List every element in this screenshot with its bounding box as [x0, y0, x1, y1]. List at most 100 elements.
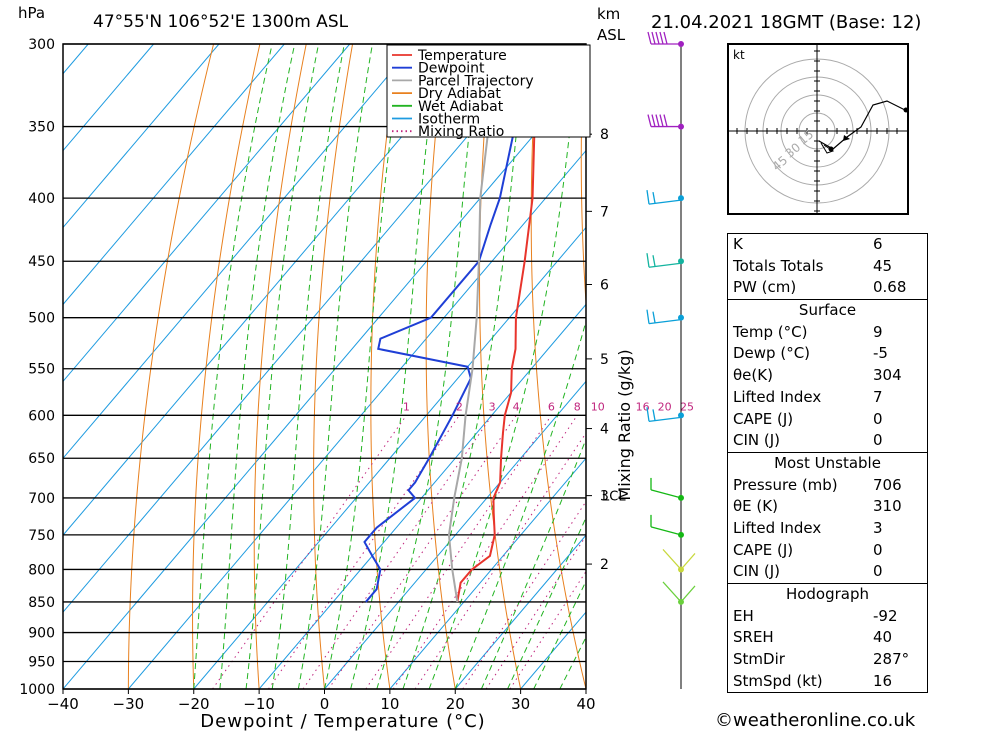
- legend-label: Wet Adiabat: [418, 99, 504, 115]
- dry-adiabat: [479, 44, 522, 689]
- table-row: θE (K) 310: [728, 496, 927, 518]
- mixing-ratio-label: 10: [591, 400, 605, 413]
- isotherm: [63, 72, 586, 689]
- mixing-ratio-label: 4: [513, 400, 520, 413]
- wind-barbs: [646, 31, 696, 689]
- table-value: 7: [873, 387, 883, 406]
- most-unstable-section: Most Unstable Pressure (mb) 706 θE (K) 310 L…: [728, 451, 927, 583]
- indices-table: K 6 Totals Totals 45 PW (cm) 0.68 Surface Tem…: [727, 233, 928, 694]
- pressure-tick-label: 850: [28, 595, 55, 611]
- km-tick-label: 7: [600, 204, 609, 220]
- table-key: K: [733, 235, 743, 253]
- mixing-ratio-axis-label: Mixing Ratio (g/kg): [615, 349, 634, 500]
- wet-adiabat: [533, 580, 586, 689]
- wind-barb-dot: [678, 412, 684, 419]
- wind-barb-flag: [652, 192, 656, 204]
- table-key: CAPE (J): [733, 540, 794, 559]
- location-title: 47°55'N 106°52'E 1300m ASL: [93, 12, 349, 32]
- km-tick-label: 4: [600, 422, 609, 438]
- mixing-ratio-label: 16: [636, 400, 650, 413]
- hodograph-point: [903, 107, 909, 113]
- mixing-ratio-label: 2: [456, 400, 463, 413]
- hodograph-panel: 15 30 45 kt: [727, 43, 909, 215]
- sounding-series: [363, 44, 541, 603]
- legend-label: Parcel Trajectory: [418, 73, 534, 89]
- temperature-tick-label: −40: [47, 695, 79, 713]
- hpa-label: hPa: [18, 4, 46, 22]
- wind-barb: [648, 199, 682, 205]
- wind-barb-flag: [646, 309, 650, 324]
- table-key: SREH: [733, 628, 774, 647]
- table-value: 0: [873, 540, 883, 559]
- temperature-tick-labels: −40 −30 −20 −10 0 10 20 30 40: [47, 689, 596, 713]
- temperature-tick-label: −20: [178, 695, 210, 713]
- table-row: SREH 40: [728, 627, 927, 649]
- table-row: StmSpd (kt) 16: [728, 671, 927, 693]
- table-key: CIN (J): [733, 562, 781, 581]
- wind-barb: [648, 416, 682, 422]
- table-key: StmSpd (kt): [733, 671, 823, 690]
- isotherm: [324, 380, 586, 689]
- wind-barb-flag: [646, 253, 650, 268]
- wet-adiabat: [219, 44, 296, 689]
- dry-adiabat: [530, 44, 586, 689]
- table-row: CAPE (J) 0: [728, 409, 927, 431]
- temperature-tick-label: −10: [243, 695, 275, 713]
- pressure-tick-label: 1000: [19, 682, 55, 698]
- pressure-tick-label: 900: [28, 626, 55, 642]
- table-value: 304: [873, 366, 902, 385]
- wind-barb-dot: [678, 195, 684, 202]
- pressure-tick-label: 750: [28, 528, 55, 544]
- table-row: Totals Totals 45: [728, 256, 927, 278]
- table-value: 0: [873, 409, 883, 428]
- table-key: Lifted Index: [733, 387, 822, 406]
- legend-label: Mixing Ratio: [418, 124, 504, 140]
- table-key: θe(K): [733, 366, 773, 385]
- parcel-trajectory-line: [447, 44, 495, 603]
- mixing-ratio-line: [509, 570, 586, 689]
- km-tick-label: 2: [600, 557, 609, 573]
- wind-barb-dot: [678, 258, 684, 265]
- legend-label: Dewpoint: [418, 61, 485, 77]
- wind-barb-flag: [663, 31, 668, 45]
- mixing-ratio-line: [212, 415, 407, 689]
- mixing-ratio-label: 3: [489, 400, 496, 413]
- temperature-line: [456, 44, 541, 603]
- isotherm: [389, 457, 586, 689]
- pressure-tick-label: 600: [28, 408, 55, 424]
- temperature-tick-label: 20: [446, 695, 465, 713]
- wind-barb-flag: [655, 114, 660, 127]
- pressure-tick-label: 800: [28, 562, 55, 578]
- legend-label: Isotherm: [418, 112, 480, 128]
- hodograph-section: Hodograph EH -92 SREH 40 StmDir 287° StmSpd (k…: [728, 583, 927, 692]
- surface-title: Surface: [798, 301, 857, 320]
- pressure-tick-label: 450: [28, 254, 55, 270]
- table-key: CIN (J): [733, 431, 781, 450]
- wind-barb-dot: [678, 314, 684, 321]
- km-tick-label: 3: [600, 489, 609, 505]
- table-row: θe(K) 304: [728, 365, 927, 387]
- wind-barb-flag: [646, 190, 650, 205]
- table-value: 0: [873, 562, 883, 581]
- legend-label: Temperature: [417, 48, 507, 64]
- wind-barb: [650, 489, 682, 499]
- mixing-ratio-lines: [212, 415, 586, 689]
- km-label: km: [597, 5, 621, 23]
- pressure-tick-label: 550: [28, 362, 55, 378]
- isotherm: [454, 534, 586, 689]
- table-value: 9: [873, 322, 883, 341]
- storm-motion-marker: [843, 135, 850, 141]
- wind-barb-flag: [652, 409, 656, 421]
- wind-barb-flag: [652, 255, 656, 267]
- table-row: CIN (J) 0: [728, 561, 927, 583]
- mixing-ratio-line: [365, 415, 552, 689]
- wind-barb-flag: [663, 114, 668, 127]
- table-value: 16: [873, 671, 893, 690]
- table-row: StmDir 287°: [728, 649, 927, 671]
- pressure-tick-label: 400: [28, 191, 55, 207]
- temperature-tick-label: 0: [320, 695, 330, 713]
- copyright-footer[interactable]: ©weatheronline.co.uk: [715, 710, 916, 731]
